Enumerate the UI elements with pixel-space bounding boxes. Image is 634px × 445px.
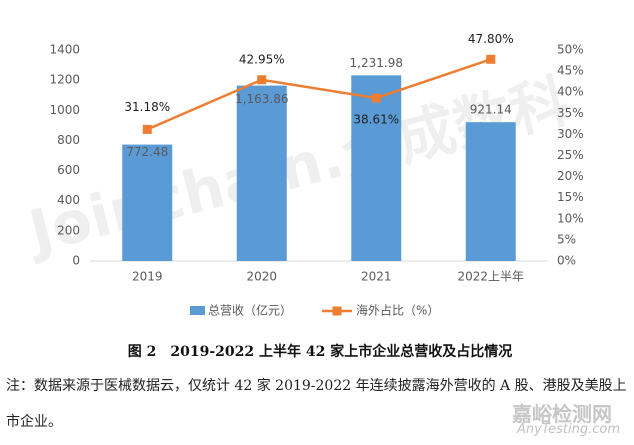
y-tick-label: 1200 [49,73,80,87]
line-value-label: 31.18% [124,100,170,114]
y2-tick-label: 5% [557,232,576,246]
x-tick-label: 2021 [361,270,392,284]
legend-label: 海外占比（%） [356,303,439,318]
line-value-label: 47.80% [468,32,514,46]
y2-tick-label: 40% [557,85,584,99]
legend-label: 总营收（亿元） [208,303,292,318]
y2-tick-label: 25% [557,148,584,162]
bar-value-label: 921.14 [470,103,512,117]
y2-tick-label: 50% [557,43,584,57]
x-tick-label: 2019 [132,270,163,284]
y-tick-label: 1400 [49,43,80,57]
line-value-label: 38.61% [353,113,399,127]
legend-swatch [190,306,205,315]
marker [486,54,496,64]
line [146,58,492,131]
marker [371,93,381,103]
legend-swatch [332,306,342,316]
y2-tick-label: 10% [557,211,584,225]
chart: Joinchain.众成数科 图 2 2019-2022 上半年 42 家上市企… [19,32,584,360]
y-tick-label: 200 [57,223,80,237]
watermark: AnyTesting.com [516,422,620,437]
y2-tick-label: 20% [557,169,584,183]
watermark: 嘉峪检测网 [512,402,612,426]
x-tick-label: 2020 [246,270,277,284]
bar-value-label: 772.48 [126,145,168,159]
y-tick-label: 600 [57,163,80,177]
y2-tick-label: 35% [557,106,584,120]
bar [465,122,516,261]
bar [122,144,173,261]
bar [236,85,287,262]
caption: 图 2 2019-2022 上半年 42 家上市企业总营收及占比情况 [128,343,512,360]
x-tick-label: 2022上半年 [457,270,524,284]
line-value-label: 42.95% [239,52,285,66]
y-tick-label: 1000 [49,103,80,117]
bar-value-label: 1,231.98 [350,56,403,70]
y2-tick-label: 30% [557,127,584,141]
y-tick-label: 0 [72,254,80,268]
bar-value-label: 1,163.86 [235,92,288,106]
y2-tick-label: 15% [557,190,584,204]
note: 注：数据来源于医械数据云，仅统计 42 家 2019-2022 年连续披露海外营… [6,378,627,430]
marker [142,124,152,134]
y2-tick-label: 0% [557,254,576,268]
y2-tick-label: 45% [557,64,584,78]
marker [257,75,267,85]
bar [351,75,402,261]
y-tick-label: 800 [57,133,80,147]
y-tick-label: 400 [57,193,80,207]
